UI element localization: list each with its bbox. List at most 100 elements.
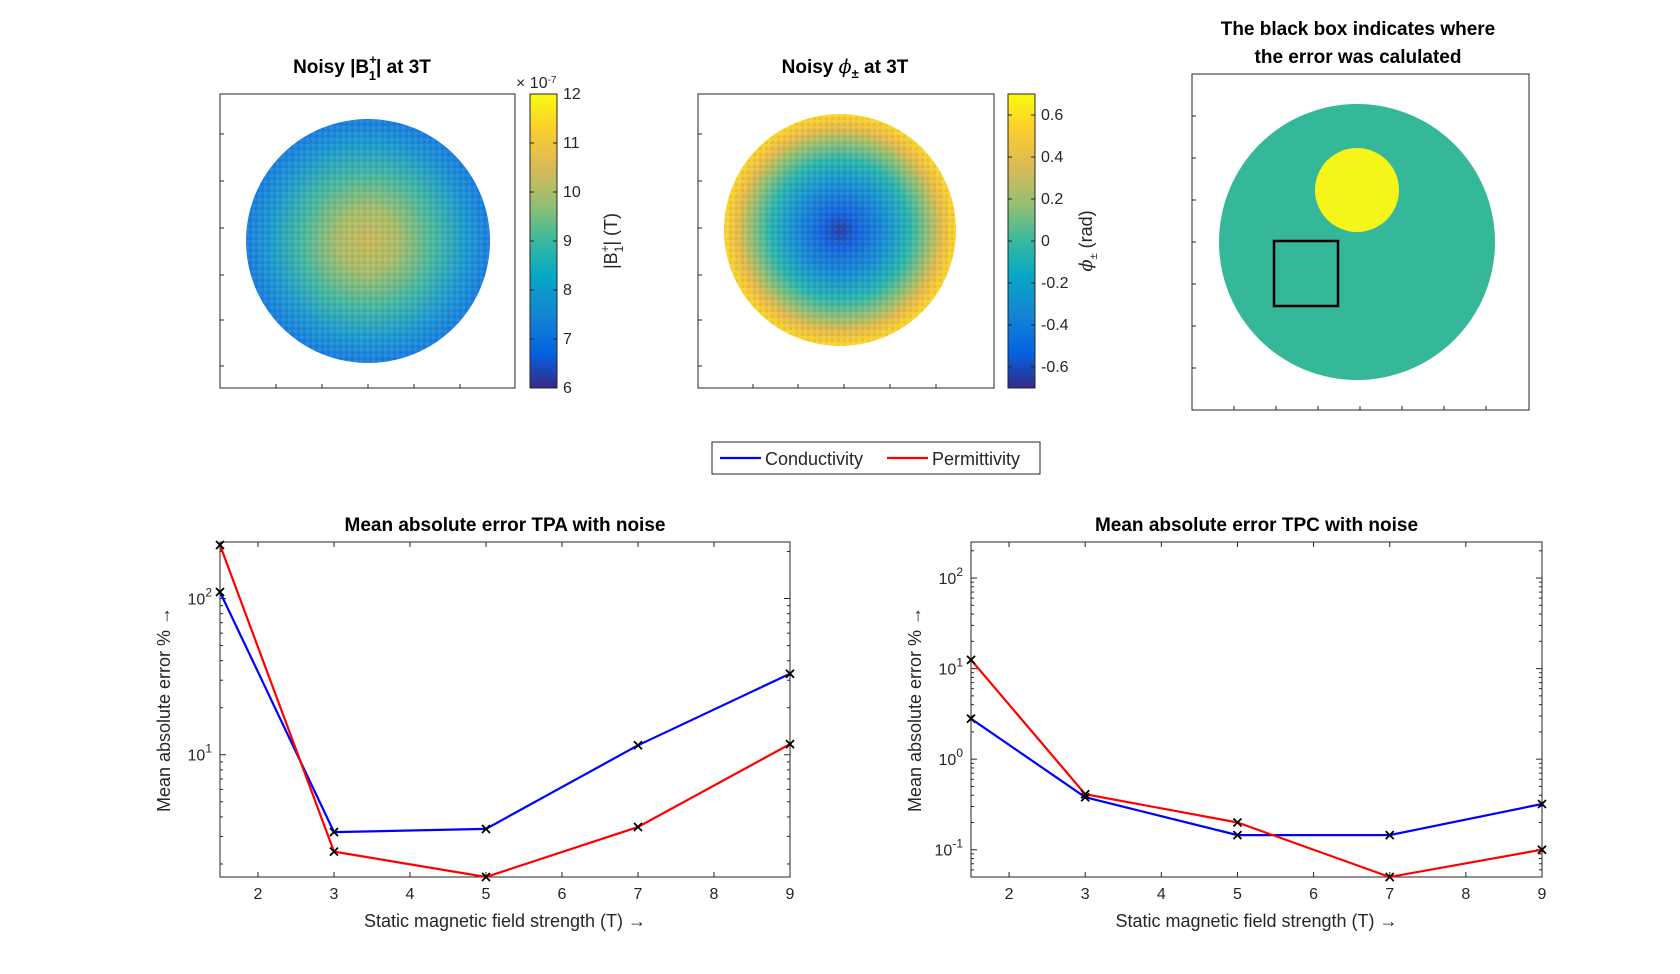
colorbar-tick-label: 8 xyxy=(563,282,572,299)
data-point-conductivity xyxy=(1232,830,1243,840)
panel1-ticks xyxy=(220,133,461,388)
y-tick-label: 102 xyxy=(188,586,213,609)
x-tick-label: 8 xyxy=(1461,886,1470,903)
data-point-permittivity xyxy=(481,872,491,882)
panel-phantom-mask: The black box indicates where the error … xyxy=(1191,19,1530,411)
x-tick-label: 5 xyxy=(482,886,491,903)
x-tick-label: 3 xyxy=(1081,886,1090,903)
data-point-permittivity xyxy=(785,739,795,749)
y-tick-label: 10-1 xyxy=(935,837,964,860)
data-point-conductivity xyxy=(329,827,339,837)
series-line-conductivity xyxy=(970,717,1543,837)
data-point-conductivity xyxy=(481,824,491,834)
b1-noise-overlay xyxy=(246,119,490,363)
series-line-permittivity xyxy=(218,544,791,879)
colorbar-tick-label: 11 xyxy=(563,135,580,152)
chart-title: Mean absolute error TPA with noise xyxy=(345,515,666,536)
data-point-conductivity xyxy=(1080,792,1090,802)
data-point-conductivity xyxy=(1385,830,1395,840)
panel3-title-line2: the error was calulated xyxy=(1255,47,1462,68)
x-tick-label: 2 xyxy=(254,886,263,903)
x-tick-label: 4 xyxy=(1157,886,1166,903)
axes-box xyxy=(970,541,1543,878)
panel2-title: Noisy ϕ± at 3T xyxy=(782,56,909,81)
y-tick-base: 10 xyxy=(939,752,957,769)
colorbar2-label: ϕ± (rad) xyxy=(1076,210,1100,271)
data-point-permittivity xyxy=(966,655,976,665)
colorbar-tick-label: 12 xyxy=(563,86,581,103)
x-tick-label: 9 xyxy=(1538,886,1547,903)
chart-tpc: Mean absolute error TPC with noise 2 3 4 5 6 7… xyxy=(905,515,1547,931)
phantom-inclusion xyxy=(1315,148,1399,232)
x-tick-label: 6 xyxy=(558,886,567,903)
colorbar-tick-label: 0 xyxy=(1041,233,1050,250)
panel2-colorbar xyxy=(1007,93,1036,389)
data-point-permittivity xyxy=(215,540,225,550)
panel2-ticks xyxy=(698,133,937,388)
legend: Conductivity Permittivity xyxy=(711,441,1041,475)
phantom-body xyxy=(1219,104,1495,380)
y-tick-exponent: -1 xyxy=(952,837,963,851)
y-axis-label: Mean absolute error % → xyxy=(905,607,925,812)
colorbar-tick-label: 6 xyxy=(563,380,572,397)
x-axis-label: Static magnetic field strength (T) → xyxy=(364,911,646,931)
y-tick-label: 100 xyxy=(939,746,964,769)
y-tick-exponent: 2 xyxy=(205,586,212,600)
y-tick-base: 10 xyxy=(935,843,953,860)
panel3-title-line1: The black box indicates where xyxy=(1221,19,1496,40)
x-tick-label: 2 xyxy=(1005,886,1014,903)
x-tick-label: 9 xyxy=(786,886,795,903)
colorbar-tick-label: 0.2 xyxy=(1041,191,1063,208)
colorbar-tick-label: 7 xyxy=(563,331,572,348)
x-tick-label: 4 xyxy=(406,886,415,903)
series-line-conductivity xyxy=(219,591,791,834)
chart-title: Mean absolute error TPC with noise xyxy=(1095,515,1418,536)
x-tick-label: 5 xyxy=(1233,886,1242,903)
x-tick-label: 3 xyxy=(330,886,339,903)
axes-box xyxy=(219,541,791,878)
y-axis-label: Mean absolute error % → xyxy=(154,607,174,812)
chart-tpa: Mean absolute error TPA with noise 2 3 4 5 6 7… xyxy=(154,515,795,931)
data-point-permittivity xyxy=(1537,845,1547,855)
colorbar-tick-label: -0.4 xyxy=(1041,317,1069,334)
x-tick-label: 7 xyxy=(634,886,643,903)
colorbar-tick-label: -0.2 xyxy=(1041,275,1069,292)
y-tick-exponent: 0 xyxy=(956,746,963,760)
data-point-conductivity xyxy=(1537,799,1547,809)
x-tick-label: 6 xyxy=(1309,886,1318,903)
data-point-permittivity xyxy=(1385,872,1395,882)
y-tick-label: 102 xyxy=(939,565,964,588)
legend-permittivity-label: Permittivity xyxy=(932,449,1020,469)
error-region-box xyxy=(1272,239,1340,308)
colorbar1-label: |B+1| (T) xyxy=(598,213,626,269)
data-point-conductivity xyxy=(966,714,976,724)
y-tick-base: 10 xyxy=(188,748,206,765)
data-point-conductivity xyxy=(785,669,795,679)
colorbar-tick-label: 10 xyxy=(563,184,581,201)
y-tick-exponent: 2 xyxy=(956,565,963,579)
panel1-title: Noisy |B+ 1| at 3T xyxy=(293,52,431,83)
y-tick-base: 10 xyxy=(939,571,957,588)
colorbar2-ticks: 0.6 0.4 0.2 0 -0.2 -0.4 -0.6 xyxy=(1008,107,1069,376)
y-tick-label: 101 xyxy=(188,742,213,765)
panel1-colorbar xyxy=(529,93,558,389)
panel-b1-map: Noisy |B+ 1| at 3T × 10-7 12 11 10 9 8 7 6 |B+1… xyxy=(219,52,626,397)
y-tick-base: 10 xyxy=(188,592,206,609)
x-tick-label: 8 xyxy=(710,886,719,903)
y-tick-exponent: 1 xyxy=(205,742,212,756)
data-point-permittivity xyxy=(1232,817,1243,828)
series-line-permittivity xyxy=(970,659,1543,879)
legend-box xyxy=(711,441,1041,475)
data-point-permittivity xyxy=(329,846,339,857)
data-point-conductivity xyxy=(215,587,225,597)
colorbar-tick-label: 9 xyxy=(563,233,572,250)
colorbar1-ticks: 12 11 10 9 8 7 6 xyxy=(530,86,581,397)
legend-conductivity-label: Conductivity xyxy=(765,449,863,469)
panel3-ticks xyxy=(1192,115,1487,410)
panel-phase-map: Noisy ϕ± at 3T 0.6 0.4 0.2 0 -0.2 -0.4 -0.6 ϕ±… xyxy=(697,56,1100,389)
colorbar-tick-label: 0.6 xyxy=(1041,107,1063,124)
y-tick-label: 101 xyxy=(939,656,964,679)
colorbar-tick-label: 0.4 xyxy=(1041,149,1063,166)
data-point-conductivity xyxy=(633,740,643,750)
